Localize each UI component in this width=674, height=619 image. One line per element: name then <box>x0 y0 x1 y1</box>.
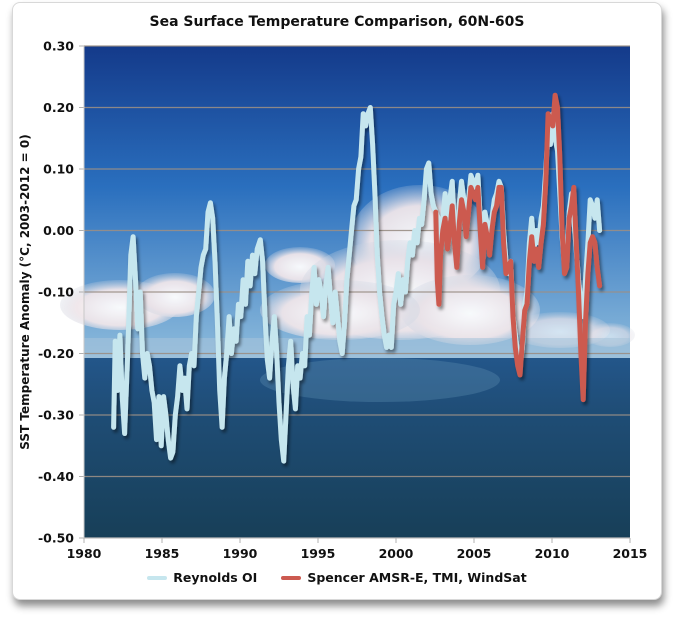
y-axis-ticks: 0.30 0.20 0.10 0.00 -0.10 -0.20 -0.30 -0.40 -0.5… <box>38 39 85 546</box>
svg-text:-0.20: -0.20 <box>38 346 74 361</box>
chart-legend: Reynolds OI Spencer AMSR-E, TMI, WindSat <box>0 570 674 585</box>
y-axis-label: SST Temperature Anomaly (°C, 2003-2012 =… <box>18 134 32 449</box>
svg-text:0.20: 0.20 <box>43 100 74 115</box>
svg-text:0.30: 0.30 <box>43 39 74 54</box>
svg-text:-0.10: -0.10 <box>38 285 74 300</box>
svg-text:-0.30: -0.30 <box>38 408 74 423</box>
svg-text:1985: 1985 <box>145 546 180 561</box>
svg-text:1990: 1990 <box>223 546 258 561</box>
x-axis-ticks: 1980 1985 1990 1995 2000 2005 2010 2015 <box>67 537 648 561</box>
legend-label: Spencer AMSR-E, TMI, WindSat <box>307 570 527 585</box>
svg-text:2015: 2015 <box>613 546 648 561</box>
spencer-swatch-icon <box>281 575 302 580</box>
spencer-line <box>433 92 603 403</box>
legend-item-spencer: Spencer AMSR-E, TMI, WindSat <box>281 570 527 585</box>
svg-text:-0.50: -0.50 <box>38 531 74 546</box>
svg-text:-0.40: -0.40 <box>38 469 74 484</box>
svg-text:0.00: 0.00 <box>43 223 74 238</box>
svg-text:2000: 2000 <box>379 546 414 561</box>
svg-text:1980: 1980 <box>67 546 102 561</box>
svg-text:2005: 2005 <box>457 546 492 561</box>
reynolds-swatch-icon <box>147 575 168 580</box>
chart-title: Sea Surface Temperature Comparison, 60N-… <box>149 14 525 30</box>
svg-text:0.10: 0.10 <box>43 162 74 177</box>
legend-item-reynolds: Reynolds OI <box>147 570 257 585</box>
svg-text:2010: 2010 <box>535 546 570 561</box>
svg-text:1995: 1995 <box>301 546 336 561</box>
legend-label: Reynolds OI <box>173 570 258 585</box>
data-series <box>111 92 603 464</box>
